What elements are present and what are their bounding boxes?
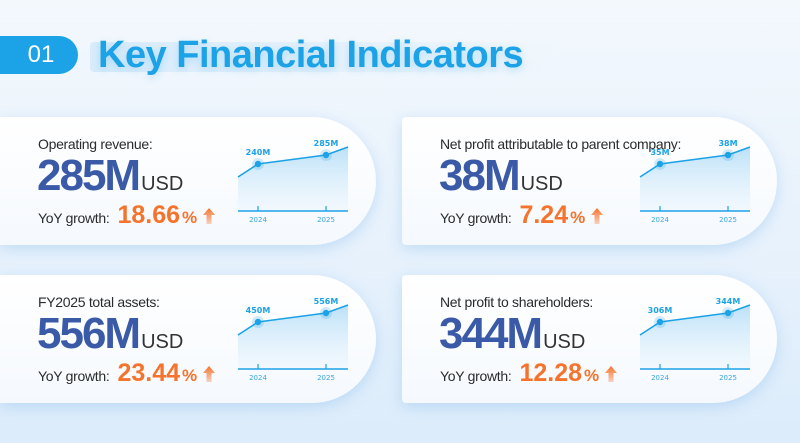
yoy-growth: YoY growth: 23.44 % [38, 359, 216, 388]
indicator-card: Net profit to shareholders: 344M USD YoY … [402, 275, 777, 403]
trend-area-chart: 306M 344M 2024 2025 [639, 297, 751, 382]
svg-text:2025: 2025 [719, 216, 737, 224]
up-arrow-icon [203, 366, 216, 382]
svg-text:306M: 306M [648, 306, 673, 315]
up-arrow-icon [605, 366, 618, 382]
growth-label: YoY growth: [440, 368, 512, 384]
up-arrow-icon [203, 208, 216, 224]
indicator-card: Operating revenue: 285M USD YoY growth: 1… [0, 117, 376, 245]
indicator-card: FY2025 total assets: 556M USD YoY growth:… [0, 275, 376, 403]
section-header: 01 Key Financial Indicators [0, 33, 524, 76]
svg-text:35M: 35M [650, 148, 669, 157]
header-highlight [90, 42, 560, 72]
svg-text:2024: 2024 [249, 216, 267, 224]
svg-text:38M: 38M [718, 139, 737, 148]
indicator-value: 556M USD [37, 309, 184, 358]
growth-value: 7.24 [519, 201, 569, 229]
unit-label: USD [141, 173, 184, 195]
growth-value: 23.44 [117, 359, 180, 387]
indicator-value: 344M USD [439, 309, 586, 358]
growth-label: YoY growth: [38, 368, 110, 384]
unit-label: USD [141, 331, 184, 353]
svg-text:2025: 2025 [317, 216, 335, 224]
yoy-growth: YoY growth: 12.28 % [440, 359, 618, 388]
indicator-label: Net profit attributable to parent compan… [440, 136, 682, 152]
trend-area-chart: 240M 285M 2024 2025 [237, 139, 349, 224]
svg-text:2025: 2025 [719, 374, 737, 382]
growth-value: 18.66 [117, 201, 180, 229]
svg-text:556M: 556M [314, 297, 339, 306]
up-arrow-icon [591, 208, 604, 224]
growth-label: YoY growth: [38, 210, 110, 226]
trend-area-chart: 450M 556M 2024 2025 [237, 297, 349, 382]
percent-sign: % [584, 366, 600, 385]
page-title: Key Financial Indicators [98, 33, 524, 76]
svg-text:2024: 2024 [651, 216, 669, 224]
indicator-label: FY2025 total assets: [38, 294, 160, 310]
svg-text:2024: 2024 [249, 374, 267, 382]
svg-text:240M: 240M [246, 148, 271, 157]
svg-text:450M: 450M [246, 306, 271, 315]
yoy-growth: YoY growth: 7.24 % [440, 201, 604, 230]
unit-label: USD [520, 173, 563, 195]
indicator-label: Operating revenue: [38, 136, 153, 152]
percent-sign: % [570, 208, 586, 227]
indicator-value: 285M USD [37, 151, 184, 200]
indicator-value: 38M USD [439, 151, 563, 200]
section-number-badge: 01 [0, 36, 78, 74]
indicator-label: Net profit to shareholders: [440, 294, 593, 310]
unit-label: USD [543, 331, 586, 353]
yoy-growth: YoY growth: 18.66 % [38, 201, 216, 230]
growth-value: 12.28 [519, 359, 582, 387]
svg-text:2024: 2024 [651, 374, 669, 382]
svg-text:344M: 344M [716, 297, 741, 306]
svg-text:285M: 285M [314, 139, 339, 148]
percent-sign: % [182, 208, 198, 227]
growth-label: YoY growth: [440, 210, 512, 226]
indicator-card: Net profit attributable to parent compan… [402, 117, 777, 245]
percent-sign: % [182, 366, 198, 385]
trend-area-chart: 35M 38M 2024 2025 [639, 139, 751, 224]
svg-text:2025: 2025 [317, 374, 335, 382]
